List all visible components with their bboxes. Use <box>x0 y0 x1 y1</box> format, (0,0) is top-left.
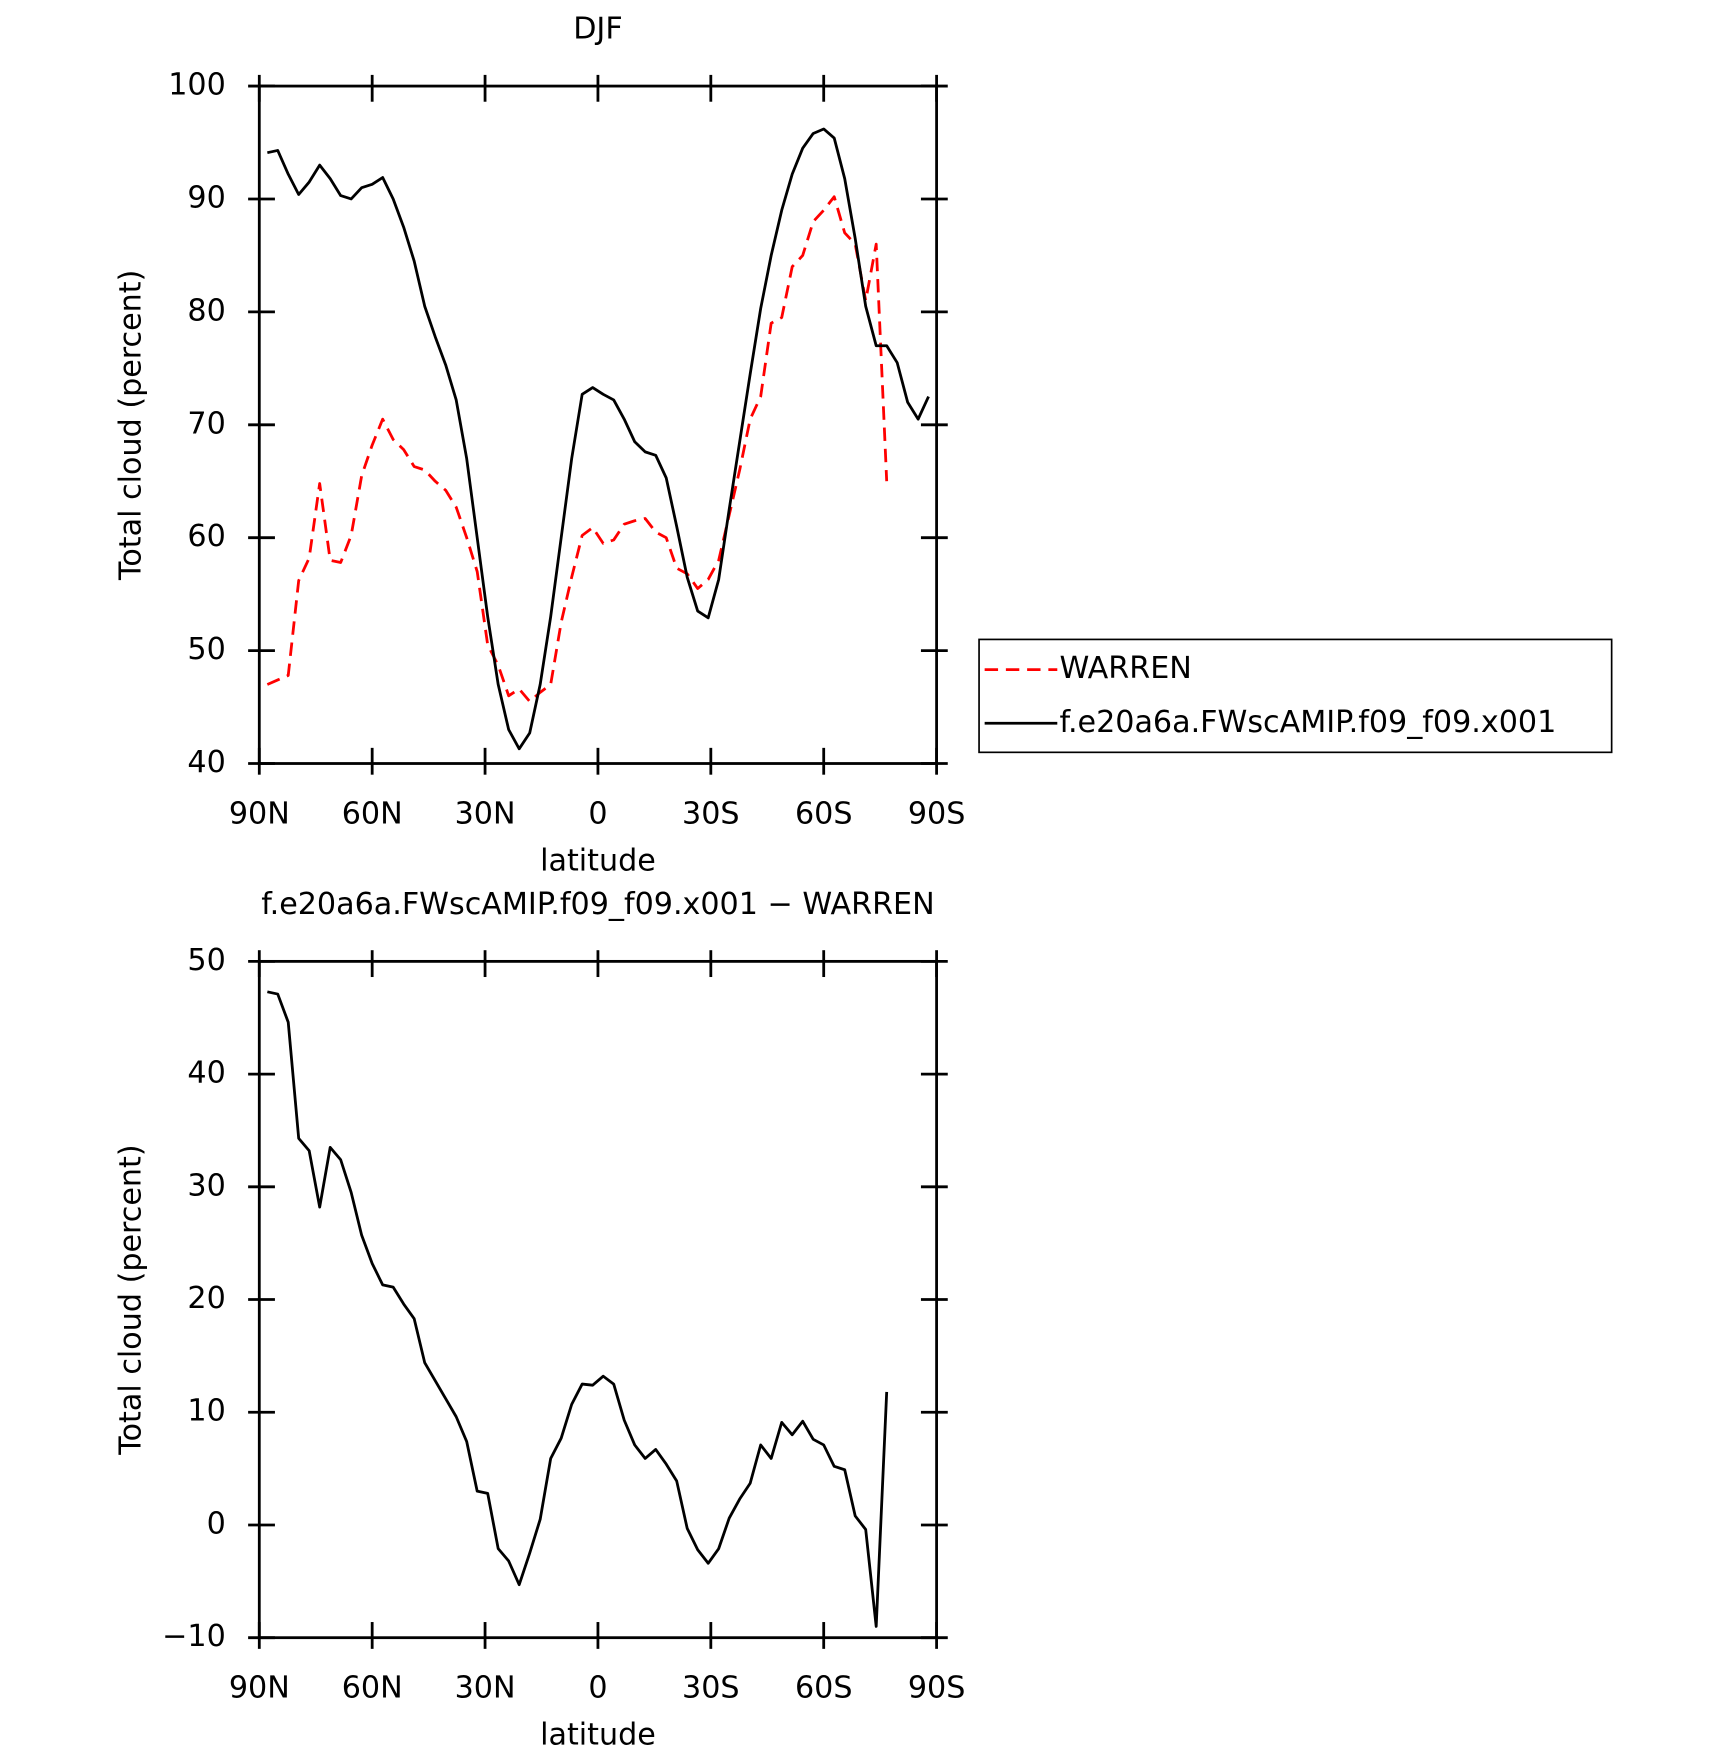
y-tick-label: 20 <box>187 1281 225 1316</box>
x-tick-label: 60N <box>342 1671 403 1706</box>
y-tick-label: 10 <box>187 1394 225 1429</box>
x-tick-label: 60N <box>342 796 403 831</box>
x-tick-label: 30S <box>682 1671 740 1706</box>
y-axis-label: Total cloud (percent) <box>113 270 148 581</box>
plot-frame <box>257 84 938 765</box>
x-tick-label: 90N <box>229 1671 290 1706</box>
y-tick-label: 60 <box>187 519 225 554</box>
y-tick-label: 80 <box>187 293 225 328</box>
x-tick-label: 60S <box>795 796 853 831</box>
y-tick-label: 90 <box>187 180 225 215</box>
y-tick-label: 70 <box>187 406 225 441</box>
x-axis-label: latitude <box>540 1718 656 1745</box>
y-tick-label: 50 <box>187 943 225 978</box>
x-tick-label: 90S <box>908 1671 966 1706</box>
y-axis-label: Total cloud (percent) <box>113 1144 148 1455</box>
data-line <box>267 990 889 1628</box>
x-tick-label: 30N <box>455 1671 516 1706</box>
y-tick-label: 100 <box>168 68 226 103</box>
legend-label: WARREN <box>1060 651 1192 686</box>
y-tick-label: 40 <box>187 745 225 780</box>
x-axis-label: latitude <box>540 843 656 878</box>
y-tick-label: 30 <box>187 1168 225 1203</box>
x-tick-label: 90N <box>229 796 290 831</box>
data-line <box>267 127 930 751</box>
x-tick-label: 30N <box>455 796 516 831</box>
x-tick-label: 30S <box>682 796 740 831</box>
x-tick-label: 0 <box>588 1671 607 1706</box>
x-tick-label: 60S <box>795 1671 853 1706</box>
legend-label: f.e20a6a.FWscAMIP.f09_f09.x001 <box>1060 705 1557 740</box>
legend-box <box>978 638 1613 754</box>
y-tick-label: 40 <box>187 1056 225 1091</box>
chart-title: f.e20a6a.FWscAMIP.f09_f09.x001 − WARREN <box>261 887 934 922</box>
y-tick-label: 0 <box>207 1506 226 1541</box>
data-line <box>266 195 889 703</box>
plot-frame <box>257 959 938 1640</box>
y-tick-label: 50 <box>187 632 225 667</box>
x-tick-label: 90S <box>908 796 966 831</box>
y-tick-label: −10 <box>162 1619 226 1654</box>
x-tick-label: 0 <box>588 796 607 831</box>
chart-title: DJF <box>573 12 622 47</box>
